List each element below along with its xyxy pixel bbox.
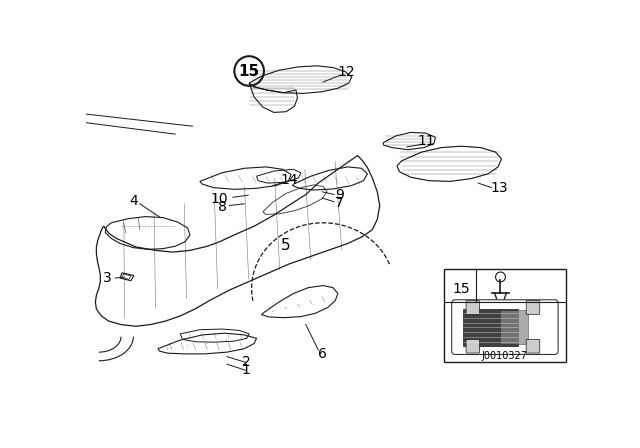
Text: 10: 10 xyxy=(211,192,228,206)
Text: J0010327: J0010327 xyxy=(482,351,528,361)
Text: 13: 13 xyxy=(491,181,508,194)
FancyBboxPatch shape xyxy=(466,340,479,353)
Text: 8: 8 xyxy=(218,200,227,214)
Text: 6: 6 xyxy=(317,347,326,361)
Text: 3: 3 xyxy=(103,271,111,285)
FancyBboxPatch shape xyxy=(526,340,540,353)
Bar xyxy=(463,309,518,345)
Bar xyxy=(500,310,528,344)
FancyBboxPatch shape xyxy=(466,301,479,314)
Text: 5: 5 xyxy=(282,238,291,253)
Text: 7: 7 xyxy=(335,196,344,210)
Text: 2: 2 xyxy=(242,356,251,370)
Text: 15: 15 xyxy=(239,64,260,78)
Text: 9: 9 xyxy=(335,188,344,202)
Bar xyxy=(444,269,566,362)
Text: 1: 1 xyxy=(242,363,251,377)
FancyBboxPatch shape xyxy=(526,301,540,314)
Text: 4: 4 xyxy=(129,194,138,208)
Text: 11: 11 xyxy=(418,134,435,148)
Text: 15: 15 xyxy=(452,282,470,296)
Text: 14: 14 xyxy=(281,172,298,187)
Text: 12: 12 xyxy=(338,65,356,79)
